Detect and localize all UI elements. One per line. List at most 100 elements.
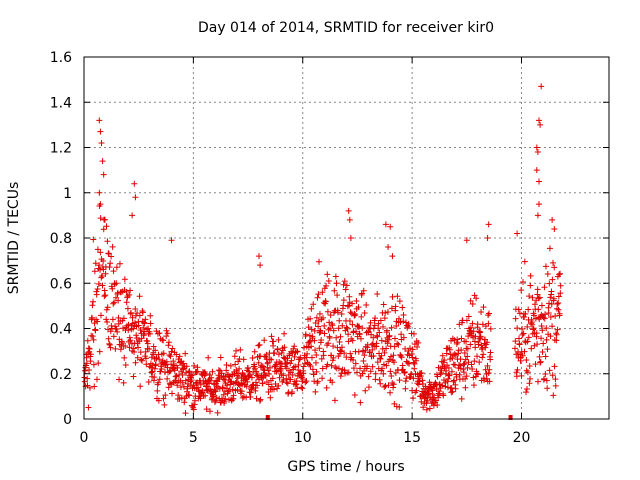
data-point [524,323,531,330]
data-point [557,290,564,297]
data-point [112,345,119,352]
data-point [243,383,250,390]
data-point [193,369,200,376]
data-point [182,410,189,417]
data-point [169,345,176,352]
data-point [385,382,392,389]
data-point [94,246,101,253]
data-point [471,358,478,365]
data-point [374,290,381,297]
data-point [99,273,106,280]
y-tick-label: 1.4 [50,95,72,111]
data-point [486,366,493,373]
data-point [120,315,127,322]
y-tick-label: 1 [63,186,72,202]
data-point [535,295,542,302]
x-tick-label: 20 [513,430,531,446]
data-point [556,271,563,278]
data-point [259,363,266,370]
data-point [544,346,551,353]
data-point [473,295,480,302]
data-point [284,380,291,387]
data-point [151,365,158,372]
data-point [411,360,418,367]
data-point [365,384,372,391]
data-point [467,341,474,348]
data-point [445,372,452,379]
data-point [156,376,163,383]
data-point [436,381,443,388]
data-point [403,375,410,382]
data-point [423,406,430,413]
data-point [266,370,273,377]
data-point [377,317,384,324]
data-point [328,362,335,369]
data-point [308,326,315,333]
data-point [346,302,353,309]
data-point [172,373,179,380]
data-point [143,361,150,368]
data-point [303,354,310,361]
peak-point [131,180,138,187]
data-point [555,293,562,300]
data-point [519,331,526,338]
data-point [202,392,209,399]
data-point [304,350,311,357]
data-point [315,323,322,330]
data-point [527,272,534,279]
data-point [340,297,347,304]
data-point [377,355,384,362]
data-point [430,402,437,409]
data-point [457,362,464,369]
data-point [249,354,256,361]
data-point [361,310,368,317]
data-point [554,301,561,307]
data-point [482,344,489,351]
data-point [97,312,104,319]
data-point [94,318,101,325]
data-point [398,331,405,338]
data-point [205,354,212,361]
data-point [381,349,388,356]
data-point [145,325,152,332]
data-point [128,340,135,347]
data-point [465,313,472,320]
data-point [406,345,413,352]
data-point [309,366,316,373]
data-point [334,292,341,299]
data-point [170,358,177,365]
data-point [338,311,345,318]
data-point [532,361,539,368]
data-point [164,375,171,382]
data-point [85,404,92,411]
data-point [409,354,416,361]
data-point [314,378,321,385]
data-point [256,341,263,348]
data-point [248,386,255,393]
data-point [338,344,345,351]
data-point [89,315,96,322]
data-point [546,280,553,287]
peak-point [256,253,262,260]
data-point [214,409,221,416]
data-point [551,264,558,271]
data-point [557,282,564,289]
data-point [156,330,163,337]
data-point [534,378,541,385]
data-point [233,347,240,354]
data-point [302,331,309,338]
data-point [270,338,277,345]
data-point [402,385,409,392]
data-point [429,387,436,394]
data-point [531,312,538,319]
data-point [166,352,173,359]
data-point [311,327,318,334]
data-point [382,309,389,316]
data-point [211,399,218,406]
data-point [440,392,447,399]
data-point [121,276,128,283]
data-point [382,382,389,389]
data-point [350,357,357,364]
data-point [527,375,534,382]
gap-markers [265,415,513,420]
